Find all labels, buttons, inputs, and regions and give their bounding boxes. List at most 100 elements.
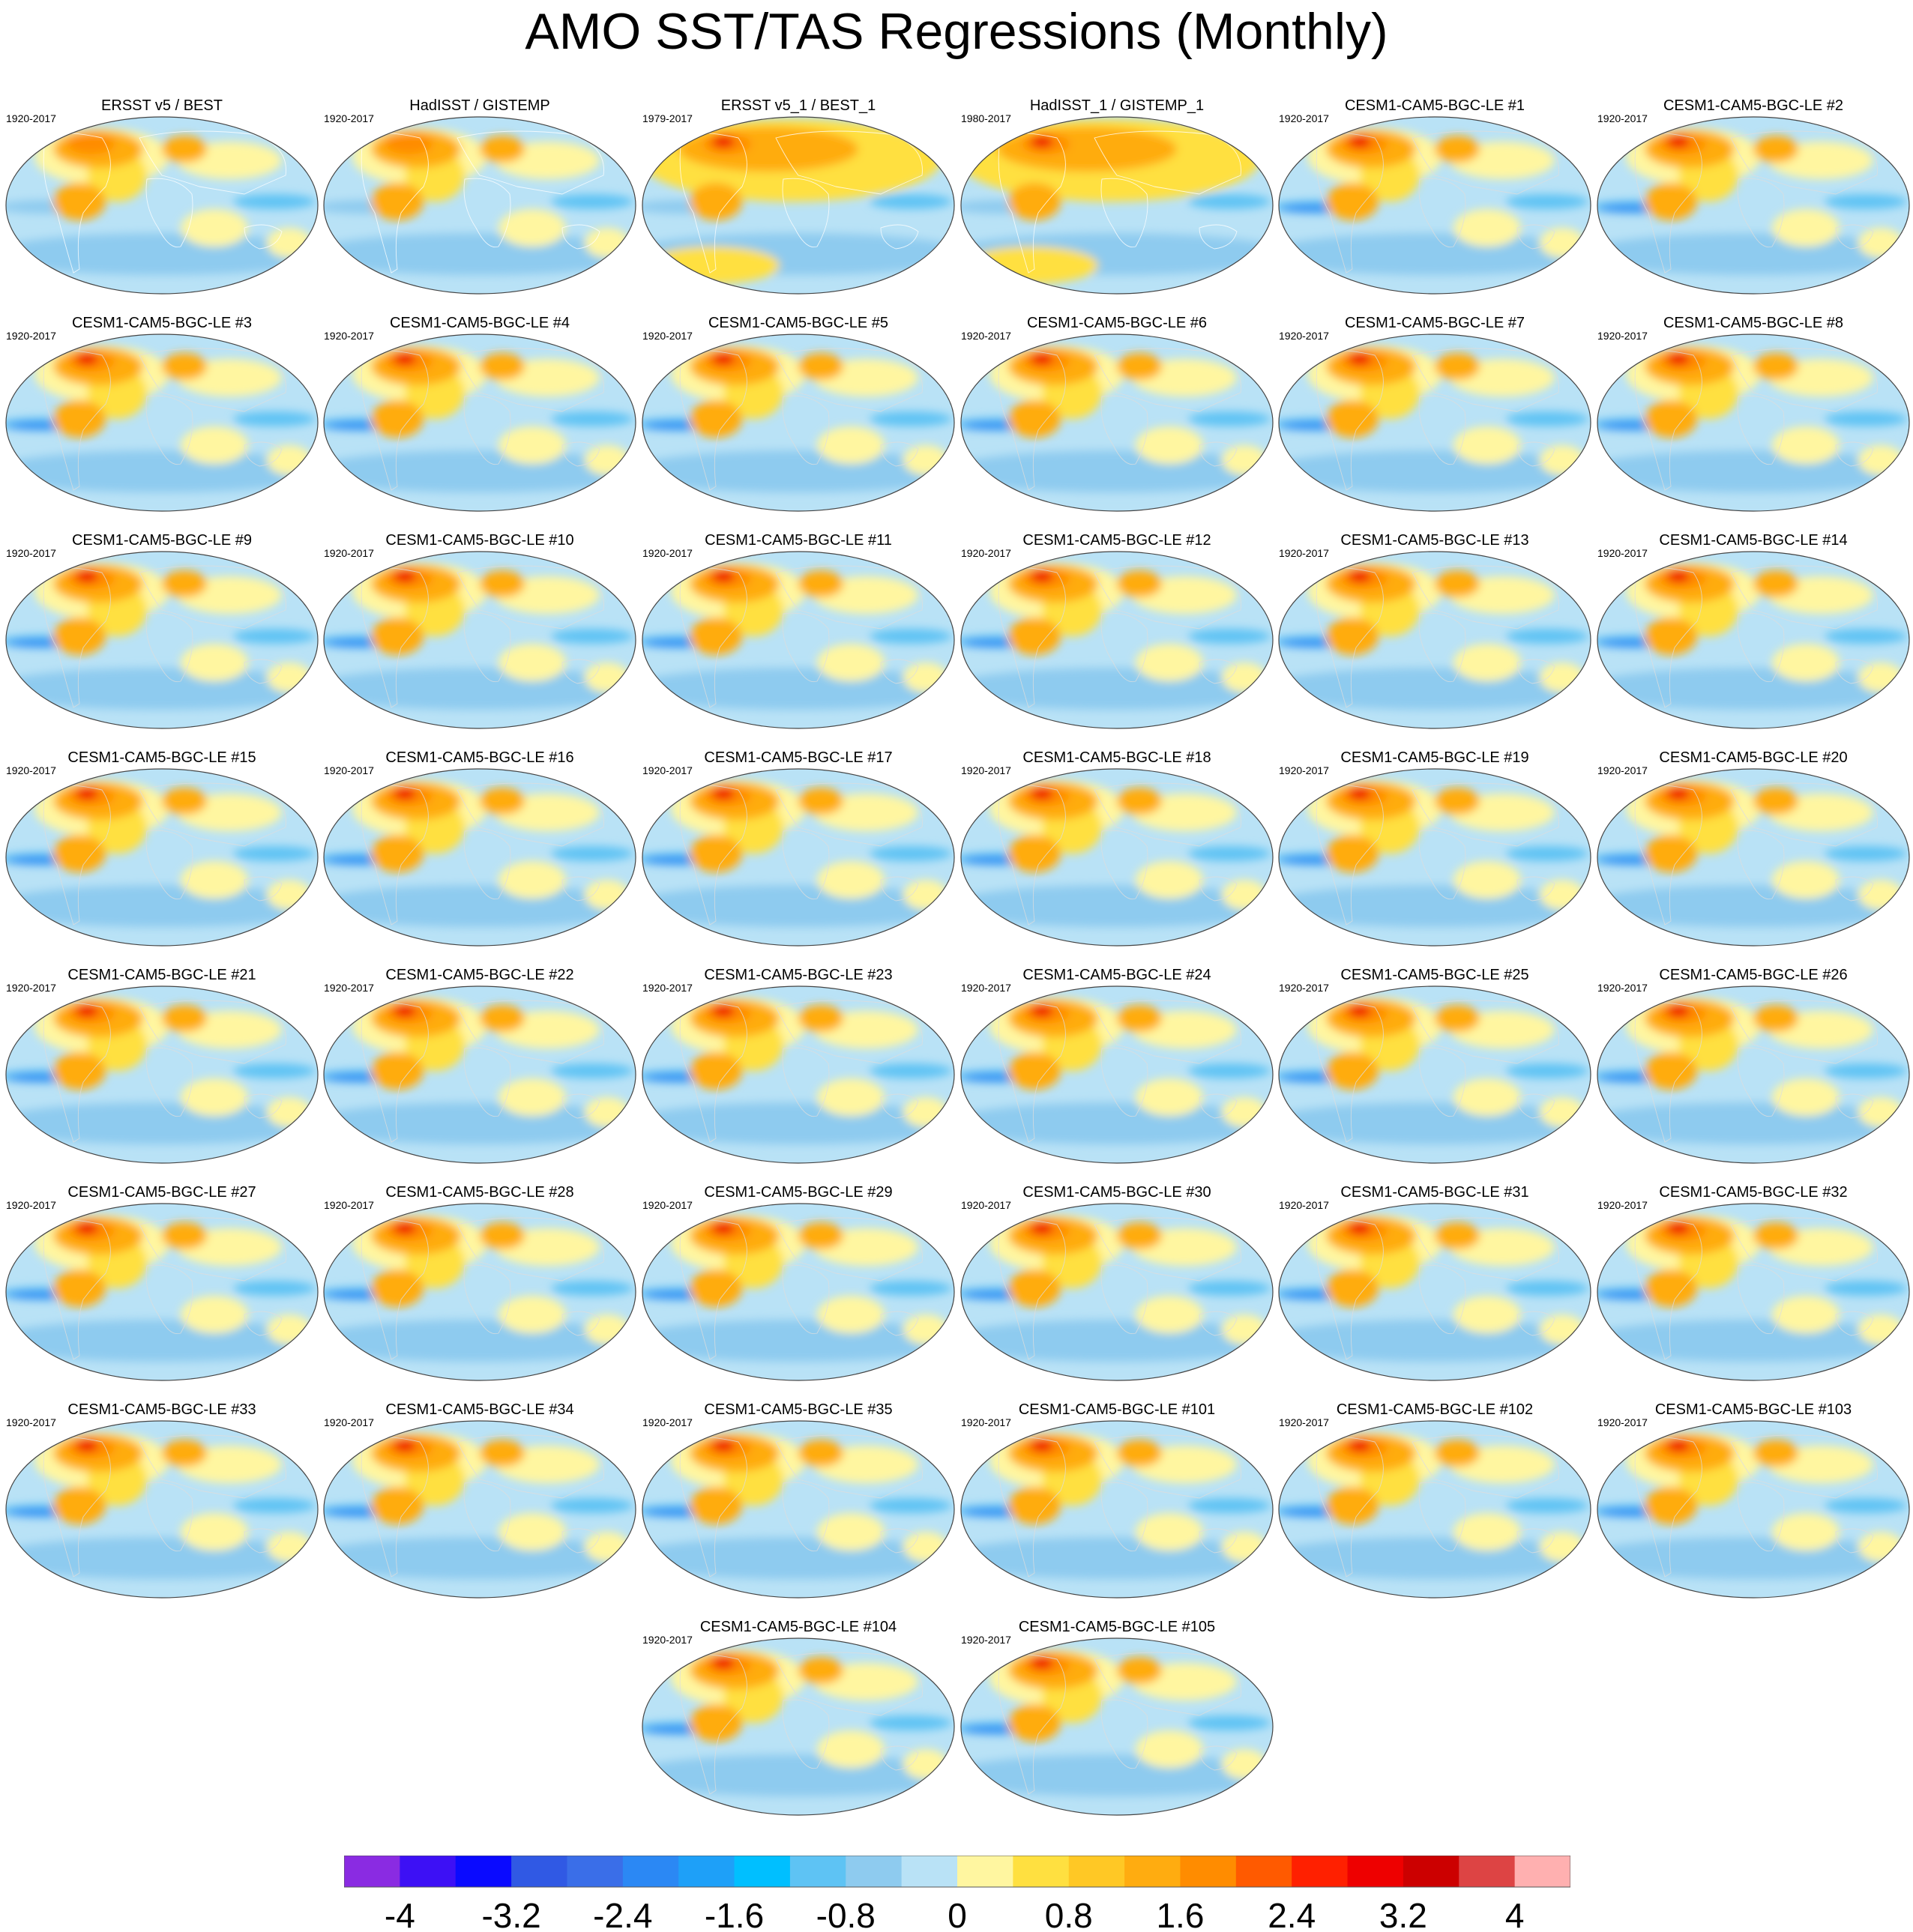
colorbar-swatch (789, 1856, 846, 1887)
map-panel: HadISST_1 / GISTEMP_1 1980-2017 (959, 97, 1274, 296)
map-panel: ERSST v5_1 / BEST_1 1979-2017 (641, 97, 956, 296)
panel-title: CESM1-CAM5-BGC-LE #2 (1663, 97, 1844, 114)
map-panel: CESM1-CAM5-BGC-LE #32 1920-2017 (1596, 1184, 1911, 1383)
regression-map (960, 116, 1274, 295)
regression-map (1597, 116, 1910, 295)
map-panel: CESM1-CAM5-BGC-LE #20 1920-2017 (1596, 749, 1911, 948)
regression-map (1278, 551, 1591, 729)
panel-years: 1920-2017 (642, 330, 693, 342)
panel-years: 1920-2017 (642, 1416, 693, 1428)
panel-years: 1920-2017 (961, 982, 1011, 994)
panel-years: 1920-2017 (1597, 982, 1648, 994)
panel-years: 1920-2017 (961, 547, 1011, 559)
regression-map (960, 1203, 1274, 1381)
regression-map (5, 985, 319, 1164)
colorbar-tick-label: -4 (385, 1896, 415, 1931)
panel-title: CESM1-CAM5-BGC-LE #15 (67, 749, 256, 766)
colorbar-swatch (455, 1856, 512, 1887)
map-panel: CESM1-CAM5-BGC-LE #104 1920-2017 (641, 1619, 956, 1817)
panel-years: 1920-2017 (324, 112, 374, 124)
panel-years: 1920-2017 (642, 547, 693, 559)
panel-title: CESM1-CAM5-BGC-LE #31 (1340, 1184, 1529, 1201)
panel-years: 1979-2017 (642, 112, 693, 124)
panel-years: 1920-2017 (324, 764, 374, 776)
map-panel: CESM1-CAM5-BGC-LE #23 1920-2017 (641, 967, 956, 1165)
panel-title: CESM1-CAM5-BGC-LE #24 (1022, 967, 1211, 983)
panel-years: 1920-2017 (1597, 112, 1648, 124)
panel-title: CESM1-CAM5-BGC-LE #32 (1659, 1184, 1848, 1201)
map-panel: CESM1-CAM5-BGC-LE #17 1920-2017 (641, 749, 956, 948)
panel-years: 1920-2017 (6, 764, 56, 776)
colorbar-tick-label: 4 (1505, 1896, 1525, 1931)
regression-map (642, 116, 955, 295)
panel-title: CESM1-CAM5-BGC-LE #25 (1340, 967, 1529, 983)
map-panel: CESM1-CAM5-BGC-LE #30 1920-2017 (959, 1184, 1274, 1383)
panel-title: CESM1-CAM5-BGC-LE #27 (67, 1184, 256, 1201)
regression-map (960, 985, 1274, 1164)
colorbar-swatch (1403, 1856, 1459, 1887)
colorbar-tick-label: -2.4 (593, 1896, 652, 1931)
panel-years: 1920-2017 (961, 1634, 1011, 1646)
panel-title: CESM1-CAM5-BGC-LE #6 (1026, 315, 1208, 331)
panel-title: CESM1-CAM5-BGC-LE #102 (1336, 1401, 1534, 1418)
map-panel: ERSST v5 / BEST 1920-2017 (4, 97, 319, 296)
map-panel: CESM1-CAM5-BGC-LE #8 1920-2017 (1596, 315, 1911, 513)
panel-years: 1920-2017 (1597, 330, 1648, 342)
regression-map (960, 333, 1274, 512)
panel-title: HadISST_1 / GISTEMP_1 (1029, 97, 1205, 114)
panel-title: CESM1-CAM5-BGC-LE #20 (1659, 749, 1848, 766)
map-panel: CESM1-CAM5-BGC-LE #103 1920-2017 (1596, 1401, 1911, 1600)
map-panel: CESM1-CAM5-BGC-LE #15 1920-2017 (4, 749, 319, 948)
map-panel: CESM1-CAM5-BGC-LE #12 1920-2017 (959, 532, 1274, 731)
regression-map (642, 985, 955, 1164)
map-panel: CESM1-CAM5-BGC-LE #14 1920-2017 (1596, 532, 1911, 731)
map-panel: CESM1-CAM5-BGC-LE #3 1920-2017 (4, 315, 319, 513)
colorbar-swatch (1514, 1856, 1570, 1887)
panel-title: CESM1-CAM5-BGC-LE #22 (385, 967, 574, 983)
map-panel: CESM1-CAM5-BGC-LE #26 1920-2017 (1596, 967, 1911, 1165)
regression-map (960, 1420, 1274, 1599)
regression-map (323, 551, 636, 729)
map-panel: CESM1-CAM5-BGC-LE #102 1920-2017 (1277, 1401, 1592, 1600)
colorbar-swatch (1347, 1856, 1404, 1887)
panel-title: CESM1-CAM5-BGC-LE #3 (71, 315, 253, 331)
map-panel: CESM1-CAM5-BGC-LE #16 1920-2017 (322, 749, 637, 948)
map-panel: CESM1-CAM5-BGC-LE #105 1920-2017 (959, 1619, 1274, 1817)
regression-map (1597, 1420, 1910, 1599)
colorbar-swatch (1068, 1856, 1125, 1887)
regression-map (960, 1637, 1274, 1816)
regression-map (1278, 333, 1591, 512)
regression-map (642, 1420, 955, 1599)
panel-title: CESM1-CAM5-BGC-LE #105 (1018, 1619, 1216, 1635)
panel-years: 1920-2017 (1279, 1199, 1329, 1211)
colorbar-swatch (622, 1856, 679, 1887)
panel-years: 1920-2017 (642, 1199, 693, 1211)
panel-years: 1920-2017 (961, 764, 1011, 776)
panel-title: CESM1-CAM5-BGC-LE #5 (708, 315, 889, 331)
regression-map (1597, 768, 1910, 947)
panel-title: CESM1-CAM5-BGC-LE #4 (389, 315, 570, 331)
panel-years: 1920-2017 (324, 1416, 374, 1428)
colorbar-tick-label: 0 (948, 1896, 967, 1931)
colorbar-tick-label: -3.2 (481, 1896, 540, 1931)
panel-years: 1920-2017 (6, 112, 56, 124)
colorbar-swatch (567, 1856, 624, 1887)
panel-title: CESM1-CAM5-BGC-LE #26 (1659, 967, 1848, 983)
regression-map (323, 116, 636, 295)
map-panel: CESM1-CAM5-BGC-LE #9 1920-2017 (4, 532, 319, 731)
panel-years: 1920-2017 (6, 547, 56, 559)
panel-years: 1920-2017 (642, 982, 693, 994)
colorbar-tick-label: 1.6 (1156, 1896, 1204, 1931)
regression-map (642, 551, 955, 729)
map-panel: CESM1-CAM5-BGC-LE #31 1920-2017 (1277, 1184, 1592, 1383)
colorbar-swatch (1124, 1856, 1181, 1887)
colorbar-swatch (511, 1856, 567, 1887)
panel-title: CESM1-CAM5-BGC-LE #101 (1018, 1401, 1216, 1418)
panel-years: 1920-2017 (642, 764, 693, 776)
panel-title: CESM1-CAM5-BGC-LE #9 (71, 532, 253, 549)
panel-title: CESM1-CAM5-BGC-LE #16 (385, 749, 574, 766)
colorbar: -4 -3.2 -2.4 -1.6 -0.8 0 0.8 1.6 2.4 3.2 4 (344, 1856, 1570, 1931)
panel-years: 1920-2017 (1279, 1416, 1329, 1428)
colorbar-tick-label: 2.4 (1268, 1896, 1316, 1931)
regression-map (642, 768, 955, 947)
